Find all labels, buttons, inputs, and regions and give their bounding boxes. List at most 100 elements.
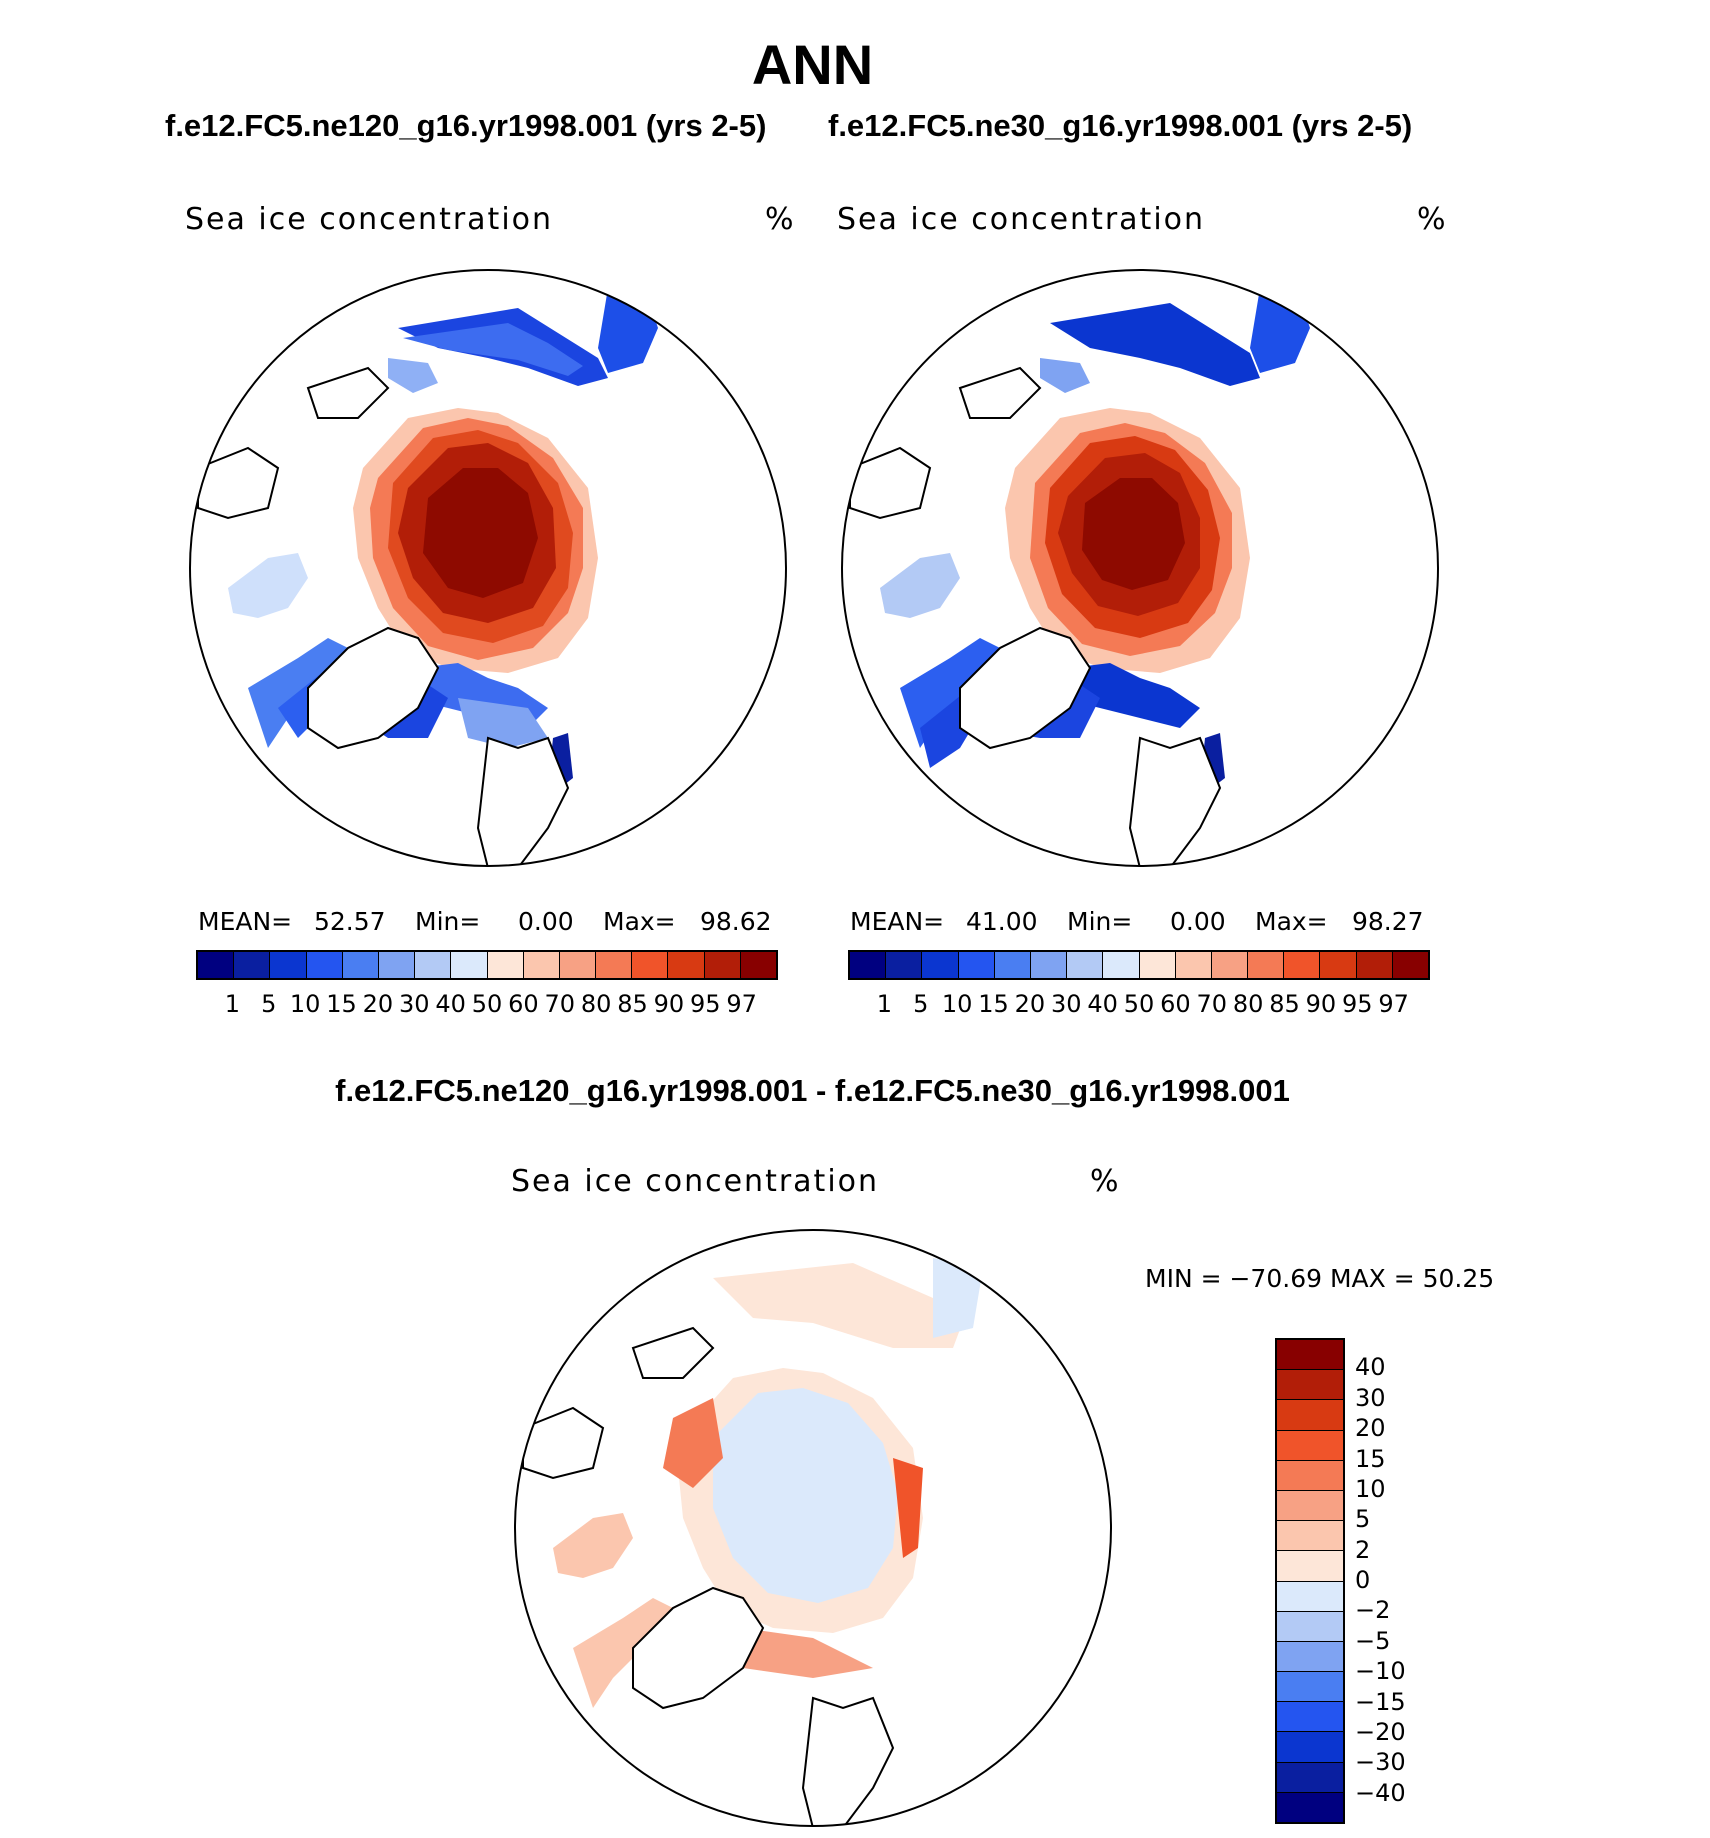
colorbar-1-tick-label: 30 (398, 990, 430, 1018)
colorbar-2-tick-label: 60 (1160, 990, 1191, 1018)
colorbar-1-tick-label: 70 (544, 990, 576, 1018)
colorbar-2-swatch (1139, 952, 1176, 978)
panel-2-units: % (1417, 202, 1448, 237)
colorbar-2 (848, 950, 1430, 980)
panel-1-min-label: Min= (415, 907, 481, 936)
diff-colorbar (1275, 1338, 1345, 1824)
colorbar-1-swatch (632, 952, 669, 978)
colorbar-2-swatch (1248, 952, 1285, 978)
colorbar-2-tick-label: 97 (1378, 990, 1409, 1018)
diff-colorbar-tick-label: 30 (1355, 1383, 1386, 1412)
colorbar-2-tick-label: 40 (1087, 990, 1118, 1018)
polar-map-2 (841, 269, 1439, 867)
colorbar-1-tick-label: 85 (617, 990, 648, 1018)
diff-colorbar-tick-label: 20 (1355, 1414, 1386, 1443)
colorbar-1-swatch (704, 952, 741, 978)
diff-colorbar-tick-label: −40 (1355, 1778, 1406, 1807)
colorbar-1-swatch (668, 952, 705, 978)
colorbar-2-tick-label: 95 (1341, 990, 1373, 1018)
diff-colorbar-swatch (1277, 1490, 1343, 1522)
diff-units: % (1090, 1164, 1121, 1199)
colorbar-1-tick-label: 60 (508, 990, 539, 1018)
colorbar-1-tick-label: 5 (261, 990, 277, 1018)
polar-map-diff (514, 1229, 1112, 1827)
colorbar-2-ticks: 1 5 10 15 20 30 40 50 60 70 80 85 90 95 97 (848, 990, 1430, 1020)
colorbar-1-tick-label: 90 (653, 990, 685, 1018)
diff-colorbar-swatch (1277, 1460, 1343, 1491)
colorbar-1-swatch (378, 952, 416, 978)
diff-colorbar-tick-label: 0 (1355, 1566, 1371, 1594)
panel-2-variable-label: Sea ice concentration (837, 202, 1206, 237)
colorbar-1-tick-label: 40 (435, 990, 466, 1018)
colorbar-2-tick-label: 85 (1269, 990, 1300, 1018)
panel-1-variable-label: Sea ice concentration (185, 202, 554, 237)
panel-1-case-title: f.e12.FC5.ne120_g16.yr1998.001 (yrs 2-5) (165, 108, 767, 143)
diff-colorbar-tick-label: 15 (1355, 1444, 1386, 1473)
panel-1-max-label: Max= (603, 907, 676, 936)
colorbar-1-tick-label: 50 (471, 990, 503, 1018)
diff-colorbar-tick-label: −15 (1355, 1687, 1406, 1716)
colorbar-1-swatch (451, 952, 488, 978)
diff-colorbar-swatch (1277, 1581, 1343, 1612)
panel-1-max-value: 98.62 (700, 907, 772, 936)
diff-colorbar-swatch (1277, 1792, 1343, 1822)
colorbar-2-swatch (850, 952, 887, 978)
colorbar-1-swatch (306, 952, 343, 978)
panel-1-min-value: 0.00 (518, 907, 574, 936)
diff-colorbar-tick-label: −2 (1355, 1596, 1391, 1625)
colorbar-2-swatch (1103, 952, 1140, 978)
colorbar-1-tick-label: 95 (689, 990, 721, 1018)
colorbar-1-tick-label: 15 (326, 990, 357, 1018)
colorbar-1-swatch (270, 952, 307, 978)
panel-1-units: % (765, 202, 796, 237)
colorbar-2-swatch (1320, 952, 1357, 978)
colorbar-1-swatch (234, 952, 271, 978)
diff-colorbar-swatch (1277, 1430, 1343, 1461)
panel-2-mean-label: MEAN= (850, 907, 945, 936)
diff-minmax-text: MIN = −70.69 MAX = 50.25 (1145, 1264, 1495, 1293)
colorbar-2-swatch (1030, 952, 1068, 978)
colorbar-1 (196, 950, 778, 980)
diff-colorbar-swatch (1277, 1611, 1343, 1642)
colorbar-2-swatch (994, 952, 1031, 978)
diff-colorbar-tick-label: 10 (1355, 1474, 1386, 1503)
diff-colorbar-tick-label: 5 (1355, 1505, 1371, 1534)
colorbar-1-swatch (487, 952, 524, 978)
colorbar-2-swatch (922, 952, 959, 978)
panel-2-max-value: 98.27 (1352, 907, 1424, 936)
colorbar-1-tick-label: 97 (726, 990, 757, 1018)
colorbar-2-swatch (1284, 952, 1321, 978)
panel-1-mean-value: 52.57 (314, 907, 386, 936)
panel-2-case-title: f.e12.FC5.ne30_g16.yr1998.001 (yrs 2-5) (828, 108, 1413, 143)
colorbar-1-tick-label: 10 (289, 990, 321, 1018)
diff-colorbar-swatch (1277, 1340, 1343, 1371)
colorbar-1-swatch (342, 952, 379, 978)
colorbar-1-swatch (559, 952, 597, 978)
colorbar-1-tick-label: 20 (362, 990, 394, 1018)
panel-2-mean-value: 41.00 (966, 907, 1038, 936)
diff-colorbar-tick-label: −5 (1355, 1626, 1391, 1655)
panel-2-min-value: 0.00 (1170, 907, 1226, 936)
diff-case-title: f.e12.FC5.ne120_g16.yr1998.001 - f.e12.F… (335, 1073, 1290, 1108)
panel-1-mean-label: MEAN= (198, 907, 293, 936)
colorbar-1-swatch (198, 952, 235, 978)
colorbar-2-swatch (1211, 952, 1249, 978)
diff-colorbar-tick-label: 40 (1355, 1353, 1386, 1382)
colorbar-2-swatch (886, 952, 923, 978)
colorbar-2-swatch (1175, 952, 1212, 978)
panel-2-max-label: Max= (1255, 907, 1328, 936)
colorbar-2-swatch (1067, 952, 1104, 978)
diff-variable-label: Sea ice concentration (511, 1164, 880, 1199)
colorbar-2-tick-label: 30 (1050, 990, 1082, 1018)
diff-colorbar-tick-label: 2 (1355, 1535, 1371, 1564)
colorbar-1-ticks: 1 5 10 15 20 30 40 50 60 70 80 85 90 95 97 (196, 990, 778, 1020)
diff-colorbar-swatch (1277, 1762, 1343, 1793)
diff-colorbar-swatch (1277, 1702, 1343, 1733)
diff-colorbar-ticks: 40 30 20 15 10 5 2 0 −2 −5 −10 −15 −20 −30 −40 (1355, 1338, 1455, 1824)
diff-colorbar-tick-label: −10 (1355, 1657, 1406, 1686)
colorbar-1-swatch (415, 952, 452, 978)
colorbar-1-tick-label: 80 (580, 990, 612, 1018)
colorbar-2-tick-label: 15 (978, 990, 1009, 1018)
colorbar-2-tick-label: 70 (1196, 990, 1228, 1018)
diff-colorbar-swatch (1277, 1521, 1343, 1552)
